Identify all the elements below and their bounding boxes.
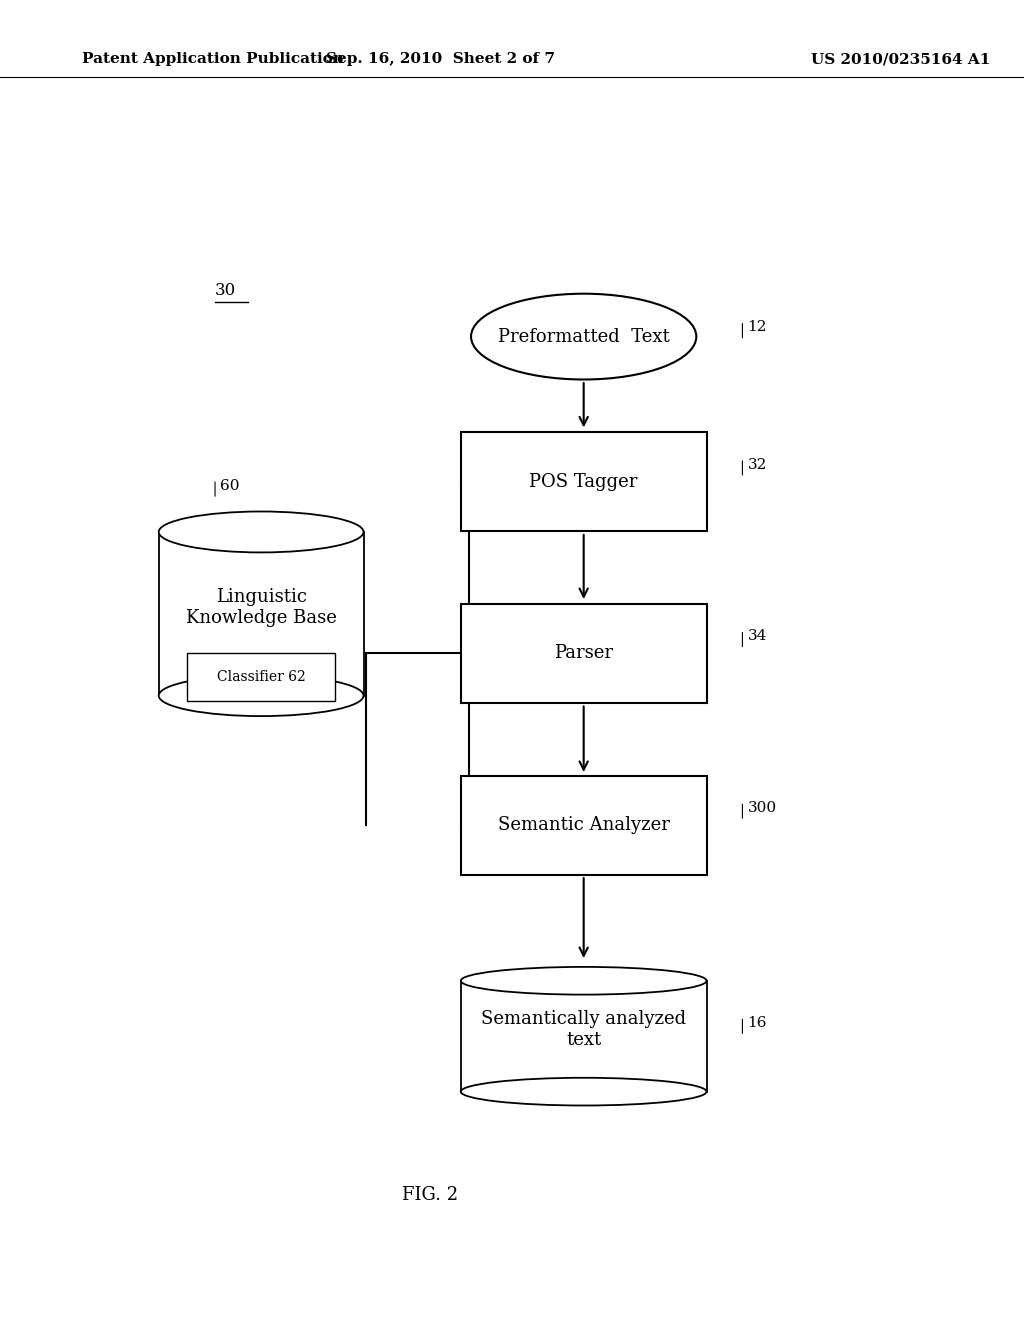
Bar bbox=[186, 653, 336, 701]
Text: 60: 60 bbox=[220, 479, 240, 492]
Ellipse shape bbox=[159, 675, 364, 715]
Bar bbox=[159, 532, 364, 696]
Ellipse shape bbox=[159, 511, 364, 553]
Text: Linguistic
Knowledge Base: Linguistic Knowledge Base bbox=[185, 587, 337, 627]
Text: Parser: Parser bbox=[554, 644, 613, 663]
Text: FIG. 2: FIG. 2 bbox=[402, 1185, 458, 1204]
Text: 12: 12 bbox=[748, 321, 767, 334]
Text: Sep. 16, 2010  Sheet 2 of 7: Sep. 16, 2010 Sheet 2 of 7 bbox=[326, 53, 555, 66]
Text: Classifier 62: Classifier 62 bbox=[217, 671, 305, 684]
Text: POS Tagger: POS Tagger bbox=[529, 473, 638, 491]
Bar bbox=[461, 775, 707, 874]
Bar bbox=[461, 605, 707, 702]
Text: 32: 32 bbox=[748, 458, 767, 471]
Text: Patent Application Publication: Patent Application Publication bbox=[82, 53, 344, 66]
Text: Semantic Analyzer: Semantic Analyzer bbox=[498, 816, 670, 834]
Text: US 2010/0235164 A1: US 2010/0235164 A1 bbox=[811, 53, 991, 66]
Text: 16: 16 bbox=[748, 1016, 767, 1030]
Text: Preformatted  Text: Preformatted Text bbox=[498, 327, 670, 346]
Text: 34: 34 bbox=[748, 630, 767, 643]
Text: Semantically analyzed
text: Semantically analyzed text bbox=[481, 1010, 686, 1049]
Bar bbox=[461, 981, 707, 1092]
Bar bbox=[461, 433, 707, 531]
Ellipse shape bbox=[471, 294, 696, 380]
Ellipse shape bbox=[461, 966, 707, 995]
Ellipse shape bbox=[461, 1077, 707, 1106]
Text: 300: 300 bbox=[748, 801, 776, 814]
Text: 30: 30 bbox=[215, 282, 236, 298]
